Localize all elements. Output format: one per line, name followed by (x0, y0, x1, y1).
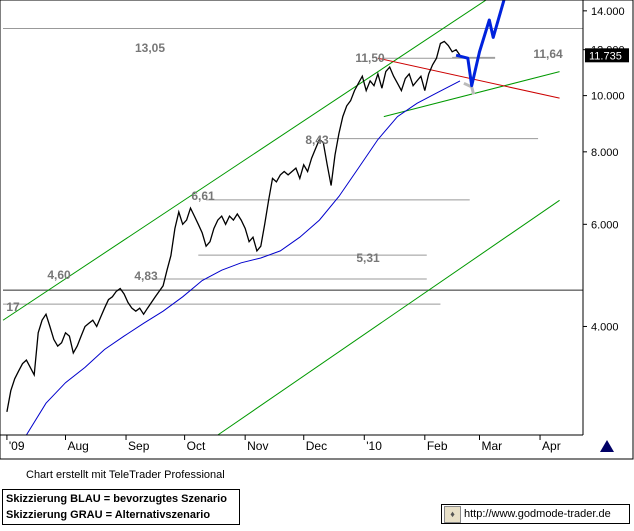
level-label: 4,60 (47, 268, 71, 282)
trendline-triangle-support (383, 71, 560, 118)
price-series (6, 40, 461, 436)
trendline-channel-upper (2, 0, 487, 321)
trendlines (2, 0, 560, 436)
moving-average-line (25, 80, 461, 436)
legend-blue-scenario: Skizzierung BLAU = bevorzugtes Szenario (6, 493, 227, 505)
x-tick-label: Nov (247, 439, 268, 453)
last-price-tag (585, 48, 629, 63)
y-tick-label: 4.000 (591, 321, 619, 333)
y-tick-label: 6.000 (591, 219, 619, 231)
plot-background (0, 0, 634, 466)
x-tick-label: Apr (542, 439, 561, 453)
level-label: 4,83 (134, 269, 158, 283)
level-label: 5,31 (356, 251, 380, 265)
corner-triangle-icon (600, 440, 614, 452)
level-label: 11,50 (355, 51, 385, 65)
level-label: 17 (6, 300, 20, 314)
trendline-resistance (377, 57, 560, 99)
last-price-label: 11.735 (589, 50, 622, 62)
chart-frame (0, 0, 634, 460)
x-tick-label: Mar (481, 439, 502, 453)
source-url[interactable]: http://www.godmode-trader.de (464, 508, 611, 520)
level-label: 11,64 (533, 47, 563, 61)
level-label: 13,05 (135, 41, 165, 55)
y-tick-label: 14.000 (591, 6, 625, 18)
price-line (6, 40, 461, 413)
level-label: 6,61 (191, 189, 215, 203)
x-tick-label: Aug (67, 439, 88, 453)
level-label: 8,43 (305, 133, 329, 147)
legend-grey-scenario: Skizzierung GRAU = Alternativszenario (6, 509, 211, 521)
y-tick-label: 10.000 (591, 91, 625, 103)
level-labels: 13,05 11,50 11,64 8,43 6,61 5,31 4,60 4,83 17 (6, 41, 563, 314)
scenario-blue-path (455, 0, 506, 88)
x-tick-label: Oct (187, 439, 206, 453)
trendline-channel-lower (217, 199, 560, 436)
legend-box: Skizzierung BLAU = bevorzugtes Szenario … (2, 489, 240, 525)
x-tick-label: Sep (128, 439, 150, 453)
bull-logo-icon: ♦ (444, 505, 461, 523)
x-tick-label: Feb (427, 439, 448, 453)
scenario-sketch (455, 0, 506, 95)
axes: 4.0006.0008.00010.00012.00014.00011.735'… (0, 0, 634, 460)
source-url-box[interactable]: ♦ http://www.godmode-trader.de (441, 504, 630, 524)
x-tick-label: Dec (306, 439, 327, 453)
chart-credit: Chart erstellt mit TeleTrader Profession… (26, 469, 225, 481)
x-tick-label: '09 (9, 439, 25, 453)
stock-chart: 13,05 11,50 11,64 8,43 6,61 5,31 4,60 4,83 17 4.… (0, 0, 634, 466)
y-tick-label: 8.000 (591, 147, 619, 159)
x-tick-label: '10 (366, 439, 382, 453)
